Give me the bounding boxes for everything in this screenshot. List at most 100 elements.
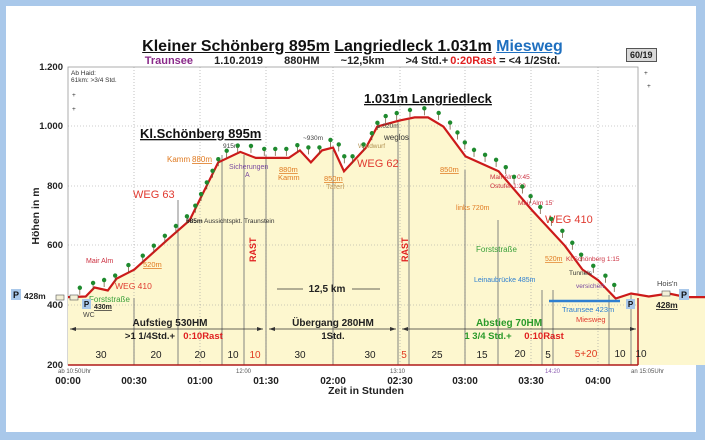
parking-icon: P [681, 290, 687, 300]
svg-text:10: 10 [227, 350, 239, 361]
y-axis-labels: 1.200 1.000 800 600 400 200 [39, 62, 63, 371]
svg-text:Windwurf: Windwurf [358, 143, 385, 150]
subtitle-total: = <4 1/2Std. [499, 55, 561, 67]
svg-text:00:30: 00:30 [121, 376, 147, 387]
svg-text:Kamm: Kamm [167, 155, 190, 164]
subtitle-distance: ~12,5km [340, 55, 385, 67]
svg-text:880m: 880m [192, 155, 212, 164]
svg-text:13:10: 13:10 [390, 369, 406, 375]
svg-text:Hois'n: Hois'n [657, 279, 678, 288]
svg-text:Ab Haid:: Ab Haid: [71, 70, 96, 77]
svg-text:04:00: 04:00 [585, 376, 611, 387]
route-annotations: Kamm 880m 915m Sicherungen A 880m Kamm ~… [24, 123, 678, 324]
subtitle-time: >4 Std.+ [405, 55, 449, 67]
svg-text:800: 800 [47, 181, 63, 192]
svg-text:Kl.Schönberg 1:15: Kl.Schönberg 1:15 [566, 256, 620, 263]
segment-minutes: 30 20 20 10 10 30 30 5 25 15 20 5 5+20 1… [95, 349, 647, 361]
svg-text:Mair Alm 15': Mair Alm 15' [518, 200, 554, 207]
section-descent-rest: 0:10Rast [524, 331, 564, 342]
svg-text:Traunsee 423m: Traunsee 423m [562, 305, 614, 314]
svg-text:Mair Alm 0:45: Mair Alm 0:45 [490, 174, 530, 181]
svg-text:versichert: versichert [576, 283, 604, 290]
svg-text:an 15:05Uhr: an 15:05Uhr [631, 369, 664, 375]
x-axis-labels: 00:00 00:30 01:00 01:30 02:00 02:30 03:0… [55, 376, 611, 387]
svg-text:12,5 km: 12,5 km [309, 284, 346, 295]
title-route: Miesweg [496, 38, 563, 55]
svg-text:WEG 63: WEG 63 [133, 189, 175, 201]
chart-title: Kleiner Schönberg 895m Langriedleck 1.03… [0, 38, 705, 56]
svg-text:ab 10:50Uhr: ab 10:50Uhr [58, 369, 91, 375]
svg-text:428m: 428m [24, 291, 46, 301]
svg-text:03:30: 03:30 [518, 376, 544, 387]
elevation-profile-line [67, 116, 705, 300]
svg-text:850m: 850m [440, 165, 459, 174]
svg-text:20: 20 [514, 349, 526, 360]
svg-text:520m: 520m [143, 260, 162, 269]
svg-text:5+20: 5+20 [575, 349, 598, 360]
svg-text:30: 30 [95, 350, 107, 361]
svg-text:30: 30 [294, 350, 306, 361]
parking-icons: P P P P [11, 289, 689, 309]
svg-text:~930m: ~930m [303, 135, 323, 142]
svg-text:A: A [245, 172, 250, 179]
section-ascent-label: Aufstieg 530HM [132, 318, 207, 329]
y-axis-title: Höhen in m [30, 187, 42, 244]
x-axis-title: Zeit in Stunden [328, 385, 404, 397]
svg-text:400: 400 [47, 300, 63, 311]
svg-text:880m: 880m [279, 165, 298, 174]
svg-text:01:00: 01:00 [187, 376, 213, 387]
svg-text:10: 10 [249, 350, 261, 361]
section-traverse-label: Übergang 280HM [292, 316, 374, 329]
distance-indicator: 12,5 km [277, 284, 380, 295]
svg-text:1.200: 1.200 [39, 62, 63, 73]
chart-subtitle: Traunsee 1.10.2019 880HM ~12,5km >4 Std.… [0, 55, 705, 67]
house-icons [55, 290, 671, 301]
parking-icon: P [13, 290, 19, 300]
svg-text:10: 10 [635, 349, 647, 360]
clock-times: ab 10:50Uhr 12:00 13:10 14:20 an 15:05Uh… [58, 369, 664, 375]
svg-text:WC: WC [83, 312, 95, 319]
svg-text:520m: 520m [545, 256, 563, 263]
svg-text:02:00: 02:00 [320, 376, 346, 387]
subtitle-ascent: 880HM [284, 55, 320, 67]
svg-text:61km: >3/4 Std.: 61km: >3/4 Std. [71, 77, 117, 84]
svg-text:685m: 685m [186, 218, 203, 225]
svg-text:1.020m: 1.020m [377, 123, 399, 130]
svg-text:03:00: 03:00 [452, 376, 478, 387]
section-ascent-time: >1 1/4Std.+ [125, 331, 176, 342]
section-descent-time: 1 3/4 Std.+ [464, 331, 512, 342]
parking-icon: P [84, 300, 90, 309]
svg-text:02:30: 02:30 [387, 376, 413, 387]
svg-text:20: 20 [150, 350, 162, 361]
svg-text:01:30: 01:30 [253, 376, 279, 387]
title-peak1: Kleiner Schönberg 895m [142, 38, 330, 55]
svg-text:915m: 915m [223, 143, 239, 150]
start-note: Ab Haid: 61km: >3/4 Std. + + + + [71, 70, 651, 113]
svg-text:Tunnels: Tunnels [569, 270, 593, 277]
svg-text:+: + [647, 83, 651, 90]
svg-text:weglos: weglos [383, 133, 409, 142]
rast-label-2: RAST [400, 237, 410, 262]
svg-text:10: 10 [614, 349, 626, 360]
svg-text:Leinaubrücke 485m: Leinaubrücke 485m [474, 277, 536, 284]
parking-icon: P [628, 300, 634, 309]
svg-text:Miesweg: Miesweg [576, 315, 606, 324]
svg-text:20: 20 [194, 350, 206, 361]
section-descent-label: Abstieg 70HM [476, 318, 542, 329]
svg-text:14:20: 14:20 [545, 369, 561, 375]
page-badge: 60/19 [626, 48, 657, 62]
svg-text:+: + [644, 70, 648, 77]
svg-text:430m: 430m [94, 304, 112, 311]
title-peak2: Langriedleck 1.031m [334, 38, 492, 55]
section-traverse-time: 1Std. [321, 331, 344, 342]
svg-text:850m: 850m [324, 174, 343, 183]
svg-text:5: 5 [545, 350, 551, 361]
svg-text:Aussichtspkt. Traunstein: Aussichtspkt. Traunstein [204, 218, 275, 225]
svg-text:Forststraße: Forststraße [476, 245, 517, 254]
svg-text:WEG 410: WEG 410 [115, 281, 152, 291]
section-ascent-rest: 0:10Rast [183, 331, 223, 342]
svg-text:600: 600 [47, 240, 63, 251]
svg-text:00:00: 00:00 [55, 376, 81, 387]
svg-text:WEG 410: WEG 410 [545, 214, 593, 226]
